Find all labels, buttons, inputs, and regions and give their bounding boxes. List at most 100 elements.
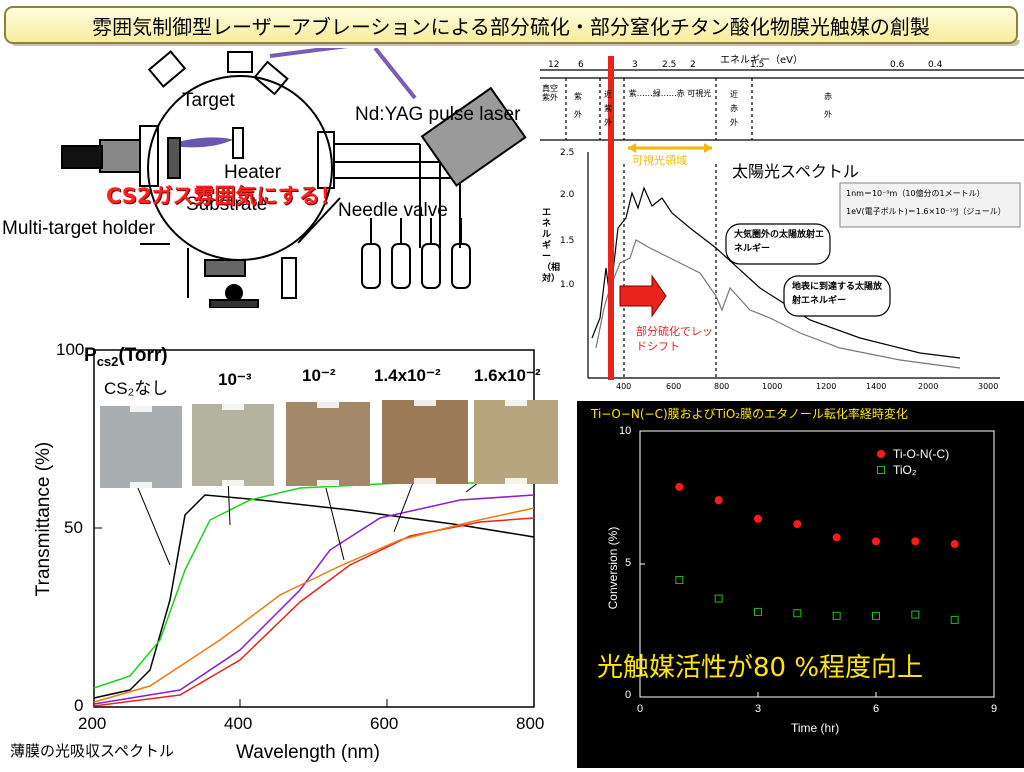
x-axis-label: Wavelength (nm) (236, 742, 380, 763)
slide-title: 雰囲気制御型レーザーアブレーションによる部分硫化・部分窒化チタン酸化物膜光触媒の… (4, 6, 1018, 44)
data-point-tio2 (714, 594, 723, 603)
energy-tick: 2 (690, 60, 696, 70)
energy-tick: 1.5 (750, 60, 765, 70)
sunlight-label: 太陽光スペクトル (732, 162, 859, 181)
conversion-chart (639, 430, 995, 698)
visible-region-label: 可視光領域 (632, 154, 687, 167)
y-tick: 0 (74, 696, 84, 715)
data-point-ti-o-n-c (714, 496, 723, 505)
energy-ticks: 12 6 3 2.5 2 1.5 0.6 0.4 (540, 60, 1024, 70)
sample-swatch (286, 402, 370, 486)
x-tick: 800 (516, 714, 545, 733)
sample-swatch (100, 406, 182, 488)
spectrum-note: 1nm＝10⁻⁹m（10億分の1メートル） (846, 189, 985, 198)
region-label: 赤外 (824, 92, 832, 119)
x-tick: 600 (370, 714, 399, 733)
conversion-y-tick: 0 (625, 689, 632, 701)
transmittance-plot (93, 349, 535, 708)
spectrum-y-tick: 1.0 (560, 280, 575, 290)
conversion-title: Ti−O−N(−C)膜およびTiO₂膜のエタノール転化率経時変化 (591, 407, 908, 421)
region-label: 紫……緑……赤 可視光 (628, 89, 712, 98)
spectrum-x-tick: 600 (666, 382, 682, 391)
callout-ground-level: 地表に到達する太陽放射エネルギー (792, 282, 883, 306)
redshift-label: 部分硫化でレッドシフト (636, 325, 713, 353)
sample-label: 10⁻² (302, 366, 336, 385)
spectrum-x-tick: 1000 (762, 382, 783, 391)
energy-axis-label: エネルギー（eV） (720, 55, 803, 66)
sample-label: 10⁻³ (218, 370, 252, 389)
legend-label: Ti-O-N(-C) (893, 447, 950, 461)
spectrum-y-label: エネルギー（相対） (542, 208, 561, 284)
solar-spectrum-figure: エネルギー（eV） 12 6 3 2.5 2 1.5 0.6 0.4 真空紫外 … (540, 48, 1024, 398)
data-point-ti-o-n-c (911, 537, 920, 546)
transmittance-figure: 100 50 0 200 400 600 800 Wavelength (nm)… (0, 340, 576, 768)
data-point-ti-o-n-c (950, 540, 959, 549)
spectrum-note: 1eV(電子ボルト)＝1.6×10⁻¹⁹J（ジュール） (846, 207, 1006, 216)
pressure-unit: (Torr) (118, 345, 168, 366)
multi-target-holder-label: Multi-target holder (2, 218, 156, 239)
title-text: 雰囲気制御型レーザーアブレーションによる部分硫化・部分窒化チタン酸化物膜光触媒の… (92, 14, 930, 39)
substrate-label: Substrate (186, 194, 268, 215)
spectrum-x-tick: 1400 (866, 382, 887, 391)
data-point-tio2 (754, 607, 762, 616)
region-label: 紫外 (574, 92, 582, 119)
conversion-y-label: Conversion (%) (606, 526, 620, 610)
data-point-tio2 (911, 610, 920, 619)
target-label: Target (182, 90, 235, 111)
conversion-x-tick: 3 (755, 703, 762, 715)
data-point-ti-o-n-c (872, 537, 880, 546)
energy-tick: 2.5 (662, 60, 677, 70)
region-label: 真空紫外 (542, 84, 558, 102)
legend-item: TiO₂ (877, 463, 1017, 477)
pressure-label: Pcs2(Torr) (84, 345, 168, 369)
spectrum-x-tick: 3000 (978, 382, 999, 391)
cs2-annotation: CS2ガス雰囲気にする！ (106, 184, 341, 208)
conversion-y-tick: 5 (625, 557, 632, 569)
footer-caption: 薄膜の光吸収スペクトル (10, 742, 174, 760)
sample-label: 1.6x10⁻² (474, 366, 541, 385)
spectrum-y-tick: 2.5 (560, 148, 575, 158)
sample-swatch (192, 404, 274, 486)
conversion-y-tick: 10 (619, 425, 632, 437)
legend-label: TiO₂ (893, 463, 917, 477)
spectrum-y-tick: 1.5 (560, 236, 575, 246)
y-tick: 50 (64, 518, 83, 537)
needle-valve-label: Needle valve (338, 200, 448, 221)
spectrum-x-ticks: 400 600 800 1000 1200 1400 2000 3000 (540, 382, 1024, 394)
conversion-legend: Ti-O-N(-C) TiO₂ (877, 447, 1017, 477)
spectrum-y-ticks: 2.5 2.0 1.5 1.0 (560, 148, 586, 348)
spectrum-x-tick: 800 (714, 382, 730, 391)
data-point-ti-o-n-c (675, 482, 684, 491)
sample-swatch (474, 400, 558, 484)
data-point-ti-o-n-c (754, 514, 762, 523)
x-tick: 200 (78, 714, 107, 733)
data-point-tio2 (950, 615, 959, 624)
data-point-tio2 (832, 611, 841, 620)
spectrum-x-tick: 1200 (816, 382, 837, 391)
pressure-subscript: cs2 (96, 353, 119, 369)
sample-label: CS₂なし (104, 379, 169, 398)
data-point-ti-o-n-c (832, 533, 841, 542)
laser-label: Nd:YAG pulse laser (355, 104, 521, 125)
conversion-x-label: Time (hr) (791, 721, 840, 735)
energy-tick: 12 (548, 60, 560, 70)
energy-tick: 6 (578, 60, 584, 70)
region-label: 近赤外 (730, 90, 738, 127)
spectrum-x-tick: 2000 (918, 382, 939, 391)
legend-item: Ti-O-N(-C) (877, 447, 1017, 461)
conversion-panel: Ti−O−N(−C)膜およびTiO₂膜のエタノール転化率経時変化 Convers… (577, 401, 1024, 768)
data-point-tio2 (872, 611, 880, 620)
energy-tick: 0.6 (890, 60, 905, 70)
y-tick: 100 (56, 340, 85, 359)
sample-label: 1.4x10⁻² (374, 366, 441, 385)
conversion-x-tick: 0 (637, 703, 644, 715)
heater-label: Heater (224, 162, 282, 183)
region-label: 近紫外 (604, 90, 612, 127)
solar-spectrum-drawing (540, 56, 1024, 380)
legend-marker-open-square (877, 466, 885, 474)
spectrum-x-tick: 400 (616, 382, 632, 391)
callout-outside-atmosphere: 大気圏外の太陽放射エネルギー (734, 230, 825, 254)
spectrum-y-tick: 2.0 (560, 190, 575, 200)
data-point-tio2 (675, 575, 684, 584)
improvement-annotation: 光触媒活性が80 %程度向上 (597, 653, 924, 683)
